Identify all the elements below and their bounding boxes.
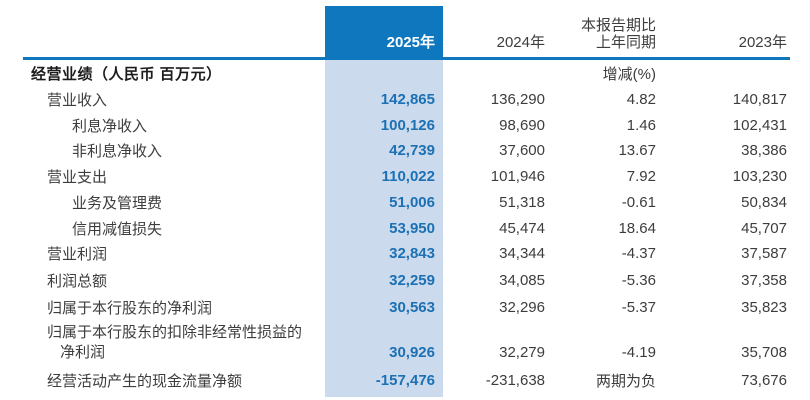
value-2025: 30,563 xyxy=(389,298,435,316)
value-2024: 101,946 xyxy=(490,168,545,186)
row-label: 利润总额 xyxy=(47,272,108,290)
value-2024: 32,296 xyxy=(499,298,545,316)
value-2025: 53,950 xyxy=(389,219,435,237)
table-row-section: 经营业绩（人民币 百万元） 增减(%) xyxy=(23,60,790,87)
header-box-2025 xyxy=(325,6,443,60)
table-row: 归属于本行股东的扣除非经常性损益的净利润 30,926 32,279 -4.19… xyxy=(23,321,790,367)
row-label: 利息净收入 xyxy=(72,117,148,135)
value-2025: -157,476 xyxy=(375,371,435,389)
value-change: 两期为负 xyxy=(595,372,656,390)
value-2023: 140,817 xyxy=(732,91,787,109)
highlight-band-2025-column xyxy=(325,60,443,397)
table-row: 营业支出 110,022 101,946 7.92 103,230 xyxy=(23,164,790,191)
row-label: 归属于本行股东的扣除非经常性损益的净利润 xyxy=(23,323,325,367)
column-header-2024: 2024年 xyxy=(496,34,545,51)
row-label: 信用减值损失 xyxy=(72,220,163,238)
value-change: 13.67 xyxy=(618,142,656,160)
table-row: 营业利润 32,843 34,344 -4.37 37,587 xyxy=(23,241,790,267)
row-label: 经营活动产生的现金流量净额 xyxy=(47,372,243,390)
table-header-row: 2025年 2024年 本报告期比 上年同期 2023年 xyxy=(23,0,790,57)
value-2023: 45,707 xyxy=(741,219,787,237)
value-2023: 102,431 xyxy=(732,116,787,134)
value-2025: 110,022 xyxy=(381,168,435,186)
change-header-line2: 上年同期 xyxy=(595,34,656,51)
value-2023: 73,676 xyxy=(741,371,787,389)
change-unit-label: 增减(%) xyxy=(602,66,656,83)
table-row: 归属于本行股东的净利润 30,563 32,296 -5.37 35,823 xyxy=(23,294,790,321)
value-2025: 142,865 xyxy=(380,91,435,109)
value-change: -5.36 xyxy=(621,271,656,289)
value-2024: 37,600 xyxy=(499,142,545,160)
column-header-change: 本报告期比 上年同期 xyxy=(545,17,656,57)
table-row: 利息净收入 100,126 98,690 1.46 102,431 xyxy=(23,113,790,139)
row-label: 归属于本行股东的净利润 xyxy=(47,299,213,317)
value-2023: 50,834 xyxy=(741,194,787,212)
value-2023: 35,823 xyxy=(741,298,787,316)
change-header-line1: 本报告期比 xyxy=(580,17,656,34)
value-2024: 45,474 xyxy=(499,219,545,237)
value-change: -4.19 xyxy=(621,343,656,361)
row-label-line2: 净利润 xyxy=(60,343,106,361)
row-label: 非利息净收入 xyxy=(72,143,163,161)
value-2025: 32,259 xyxy=(389,271,435,289)
value-2023: 37,358 xyxy=(741,271,787,289)
value-2024: 34,344 xyxy=(499,245,545,263)
table-row: 业务及管理费 51,006 51,318 -0.61 50,834 xyxy=(23,190,790,216)
section-label: 经营业绩（人民币 百万元） xyxy=(31,66,222,83)
table-row: 非利息净收入 42,739 37,600 13.67 38,386 xyxy=(23,138,790,164)
header-spacer xyxy=(23,51,325,57)
value-change: 7.92 xyxy=(626,168,656,186)
value-2023: 35,708 xyxy=(741,343,787,361)
row-label-line1: 归属于本行股东的扣除非经常性损益的 xyxy=(47,323,303,341)
value-2023: 103,230 xyxy=(732,168,787,186)
table-body: 经营业绩（人民币 百万元） 增减(%) 营业收入 142,865 136,290… xyxy=(23,60,790,394)
table-row: 利润总额 32,259 34,085 -5.36 37,358 xyxy=(23,267,790,294)
value-2023: 38,386 xyxy=(741,142,787,160)
value-change: 1.46 xyxy=(626,116,656,134)
column-header-2023: 2023年 xyxy=(738,34,787,51)
value-2023: 37,587 xyxy=(741,245,787,263)
table-row: 信用减值损失 53,950 45,474 18.64 45,707 xyxy=(23,216,790,242)
value-2025: 42,739 xyxy=(389,142,435,160)
value-2025: 30,926 xyxy=(389,343,435,361)
value-2024: 51,318 xyxy=(499,194,545,212)
row-label: 营业收入 xyxy=(47,92,108,110)
value-2025: 32,843 xyxy=(389,245,435,263)
row-label: 营业支出 xyxy=(47,169,108,187)
value-change: -5.37 xyxy=(621,298,656,316)
value-2024: 34,085 xyxy=(499,271,545,289)
table-row: 营业收入 142,865 136,290 4.82 140,817 xyxy=(23,87,790,113)
value-2024: 136,290 xyxy=(490,91,545,109)
value-2024: -231,638 xyxy=(485,371,545,389)
row-label: 营业利润 xyxy=(47,246,108,264)
value-2025: 51,006 xyxy=(389,194,435,212)
value-change: -0.61 xyxy=(621,194,656,212)
table-row: 经营活动产生的现金流量净额 -157,476 -231,638 两期为负 73,… xyxy=(23,367,790,394)
value-2024: 32,279 xyxy=(499,343,545,361)
row-label: 业务及管理费 xyxy=(72,195,163,213)
value-change: -4.37 xyxy=(621,245,656,263)
value-2025: 100,126 xyxy=(380,116,435,134)
column-header-2025: 2025年 xyxy=(386,34,435,51)
value-2024: 98,690 xyxy=(499,116,545,134)
header-divider-line xyxy=(23,57,790,60)
value-change: 18.64 xyxy=(618,219,656,237)
value-change: 4.82 xyxy=(626,91,656,109)
